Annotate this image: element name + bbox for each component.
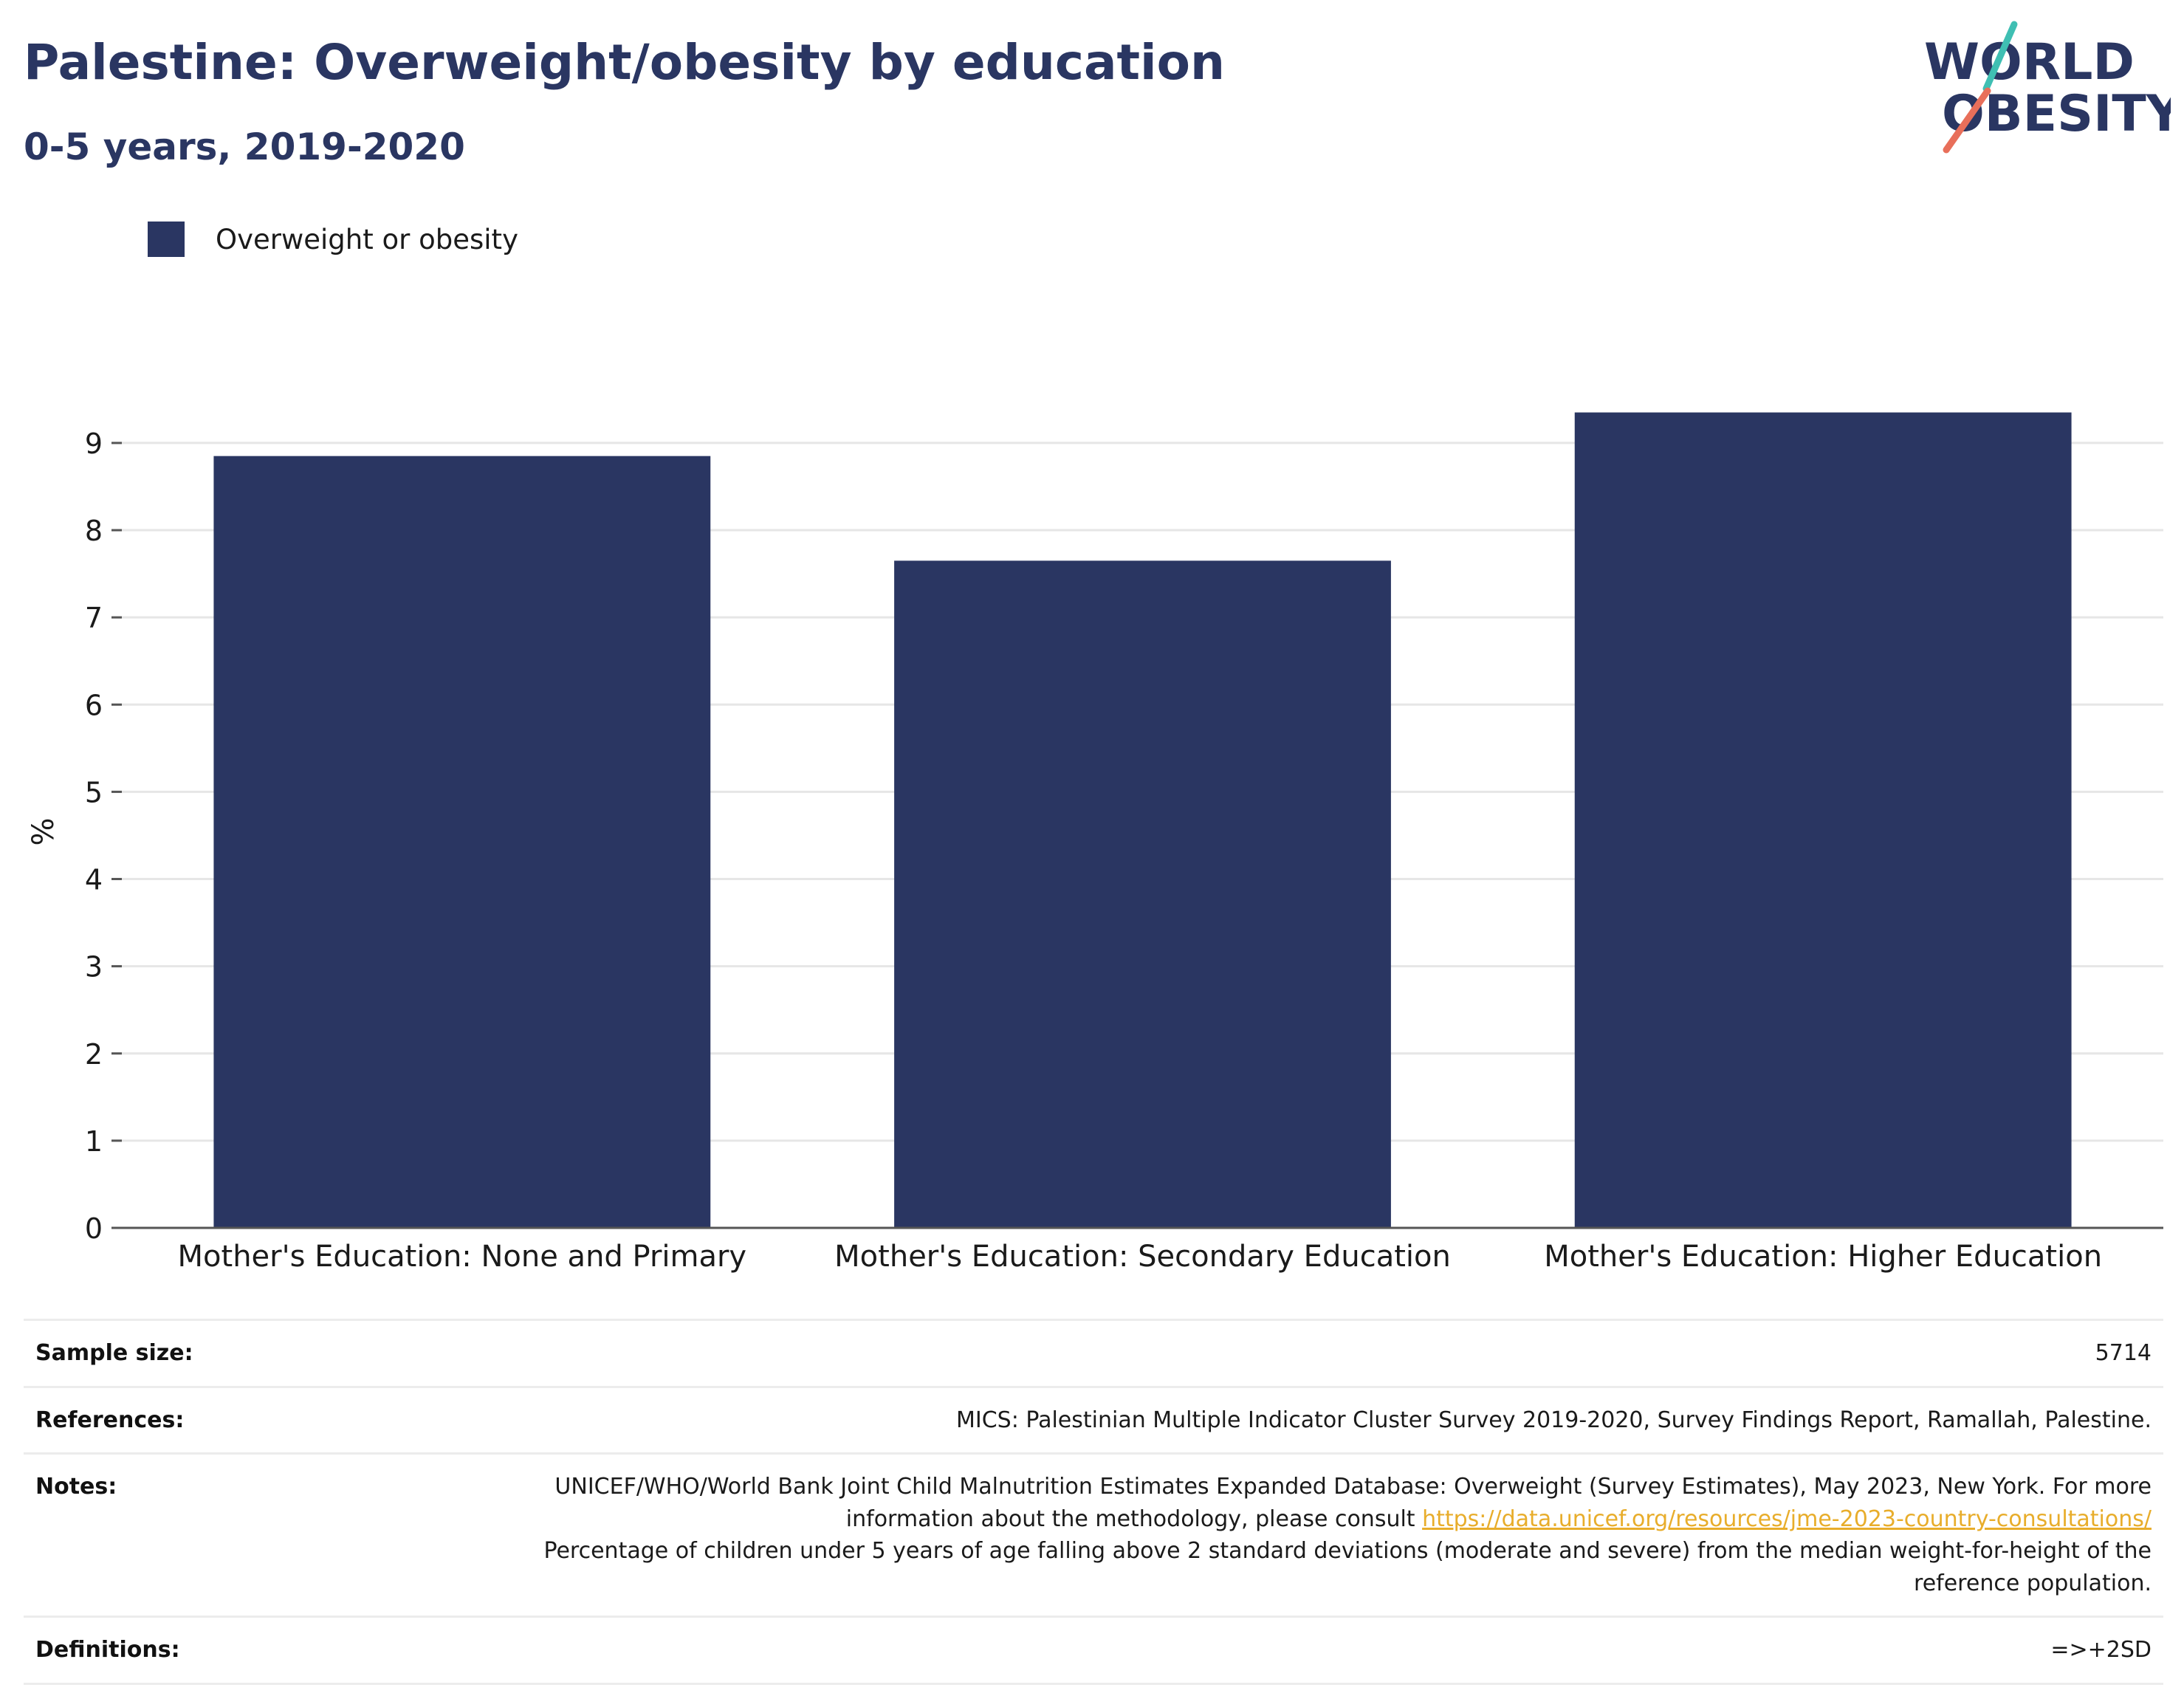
info-row-references: References: MICS: Palestinian Multiple I… [24, 1385, 2163, 1455]
definitions-label: Definitions: [24, 1616, 431, 1685]
info-row-definitions: Definitions: =>+2SD [24, 1616, 2163, 1685]
x-tick-label: Mother's Education: Higher Education [1544, 1240, 2102, 1274]
logo-line-2: OBESITY [1942, 85, 2171, 143]
bar[interactable] [213, 456, 711, 1229]
y-tick-label: 9 [85, 428, 103, 460]
logo-coral-slash [1943, 87, 1991, 154]
y-tick-label: 7 [85, 602, 103, 634]
references-label: References: [24, 1385, 431, 1455]
sample-size-value: 5714 [431, 1319, 2163, 1388]
logo-line-1: WORLD [1924, 33, 2135, 92]
y-tick-label: 4 [85, 864, 103, 896]
definitions-value: =>+2SD [431, 1616, 2163, 1685]
y-tick-label: 1 [85, 1125, 103, 1158]
x-tick-label: Mother's Education: Secondary Education [834, 1240, 1451, 1274]
info-table: Sample size: 5714 References: MICS: Pale… [24, 1319, 2163, 1685]
chart-title: Palestine: Overweight/obesity by educati… [24, 34, 1225, 91]
references-value: MICS: Palestinian Multiple Indicator Clu… [431, 1385, 2163, 1455]
legend-swatch [148, 222, 185, 257]
y-tick-label: 0 [85, 1212, 103, 1245]
x-axis-ticks: Mother's Education: None and Primary Moth… [178, 1240, 2103, 1274]
notes-text: UNICEF/WHO/World Bank Joint Child Malnut… [554, 1474, 2152, 1532]
chart-subtitle: 0-5 years, 2019-2020 [24, 126, 465, 168]
world-obesity-logo: WORLD OBESITY [1924, 21, 2171, 154]
y-tick-label: 2 [85, 1038, 103, 1071]
bar[interactable] [894, 560, 1391, 1228]
y-tick-label: 6 [85, 689, 103, 721]
legend[interactable]: Overweight or obesity [148, 219, 518, 260]
notes-link[interactable]: https://data.unicef.org/resources/jme-20… [1422, 1506, 2152, 1532]
y-tick-label: 8 [85, 515, 103, 547]
sample-size-label: Sample size: [24, 1319, 431, 1388]
y-axis-ticks: 0 1 2 3 4 5 6 7 8 9 [85, 428, 122, 1245]
notes-label: Notes: [24, 1452, 431, 1618]
bar[interactable] [1574, 412, 2072, 1228]
notes-value: UNICEF/WHO/World Bank Joint Child Malnut… [431, 1452, 2163, 1618]
bar-chart: 0 1 2 3 4 5 6 7 8 9 Mother's Education: None and … [27, 412, 2163, 1274]
bars [213, 412, 2072, 1229]
info-row-notes: Notes: UNICEF/WHO/World Bank Joint Child… [24, 1452, 2163, 1618]
x-tick-label: Mother's Education: None and Primary [178, 1240, 747, 1274]
y-tick-label: 5 [85, 776, 103, 808]
y-axis-label: % [27, 817, 61, 845]
notes-definition-text: Percentage of children under 5 years of … [543, 1538, 2152, 1596]
info-row-sample-size: Sample size: 5714 [24, 1319, 2163, 1388]
logo-teal-slash [1982, 21, 2018, 92]
y-tick-label: 3 [85, 951, 103, 983]
legend-label: Overweight or obesity [216, 223, 518, 255]
